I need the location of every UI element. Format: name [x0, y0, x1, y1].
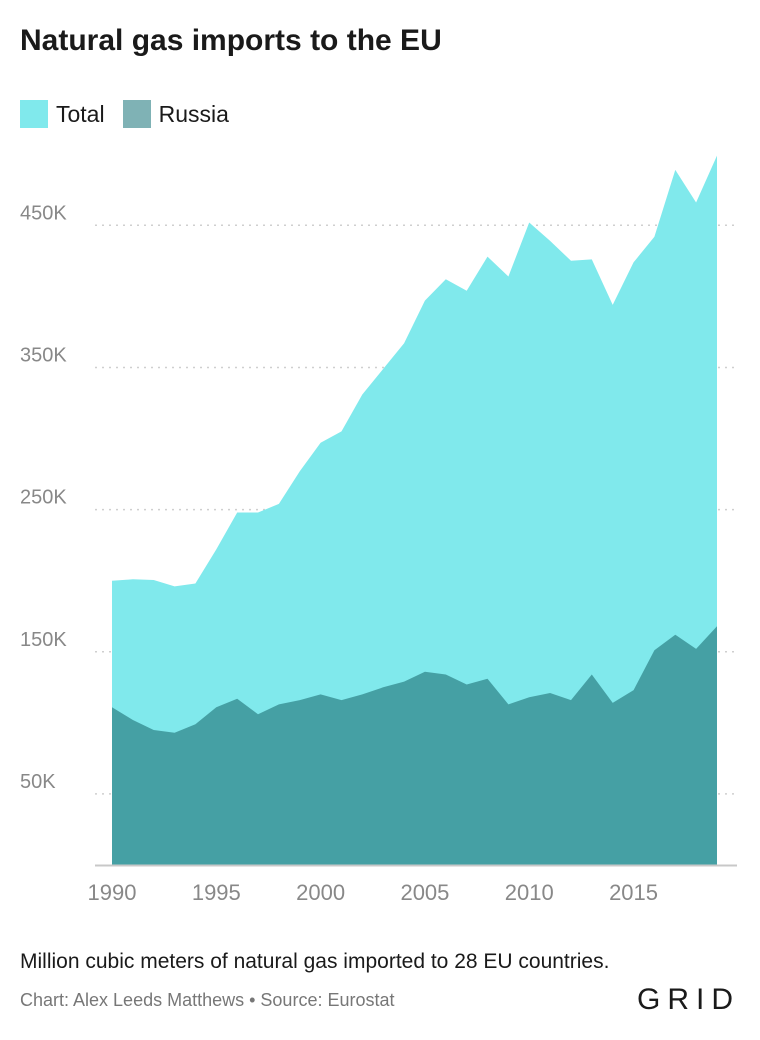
y-tick-label: 250K	[20, 487, 67, 509]
chart-title: Natural gas imports to the EU	[20, 24, 442, 57]
legend-label-total: Total	[56, 100, 105, 127]
legend-item-total: Total	[20, 100, 105, 128]
legend: Total Russia	[20, 100, 247, 128]
x-tick-label: 2000	[296, 880, 345, 905]
legend-swatch-russia	[122, 100, 151, 128]
x-axis-labels: 1990 1995 2000 2005 2010 2015	[88, 880, 659, 905]
legend-item-russia: Russia	[122, 100, 229, 128]
y-tick-label: 450K	[20, 202, 67, 224]
y-tick-label: 350K	[20, 344, 67, 366]
grid-logo: GRID	[637, 983, 740, 1016]
y-tick-label: 50K	[20, 771, 56, 793]
x-tick-label: 2005	[400, 880, 449, 905]
x-tick-label: 2010	[505, 880, 554, 905]
area-chart: 50K 150K 250K 350K 450K 1990 1995 2000 2005 2010…	[20, 155, 737, 905]
y-axis-labels: 50K 150K 250K 350K 450K	[20, 202, 67, 793]
chart-subtitle: Million cubic meters of natural gas impo…	[20, 950, 610, 973]
area-russia	[112, 626, 717, 865]
chart-credit: Chart: Alex Leeds Matthews • Source: Eur…	[20, 990, 395, 1010]
x-tick-label: 2015	[609, 880, 658, 905]
legend-label-russia: Russia	[158, 100, 229, 127]
area-total	[112, 155, 717, 866]
legend-swatch-total	[20, 100, 48, 128]
x-tick-label: 1995	[192, 880, 241, 905]
y-tick-label: 150K	[20, 629, 67, 651]
x-tick-label: 1990	[88, 880, 137, 905]
